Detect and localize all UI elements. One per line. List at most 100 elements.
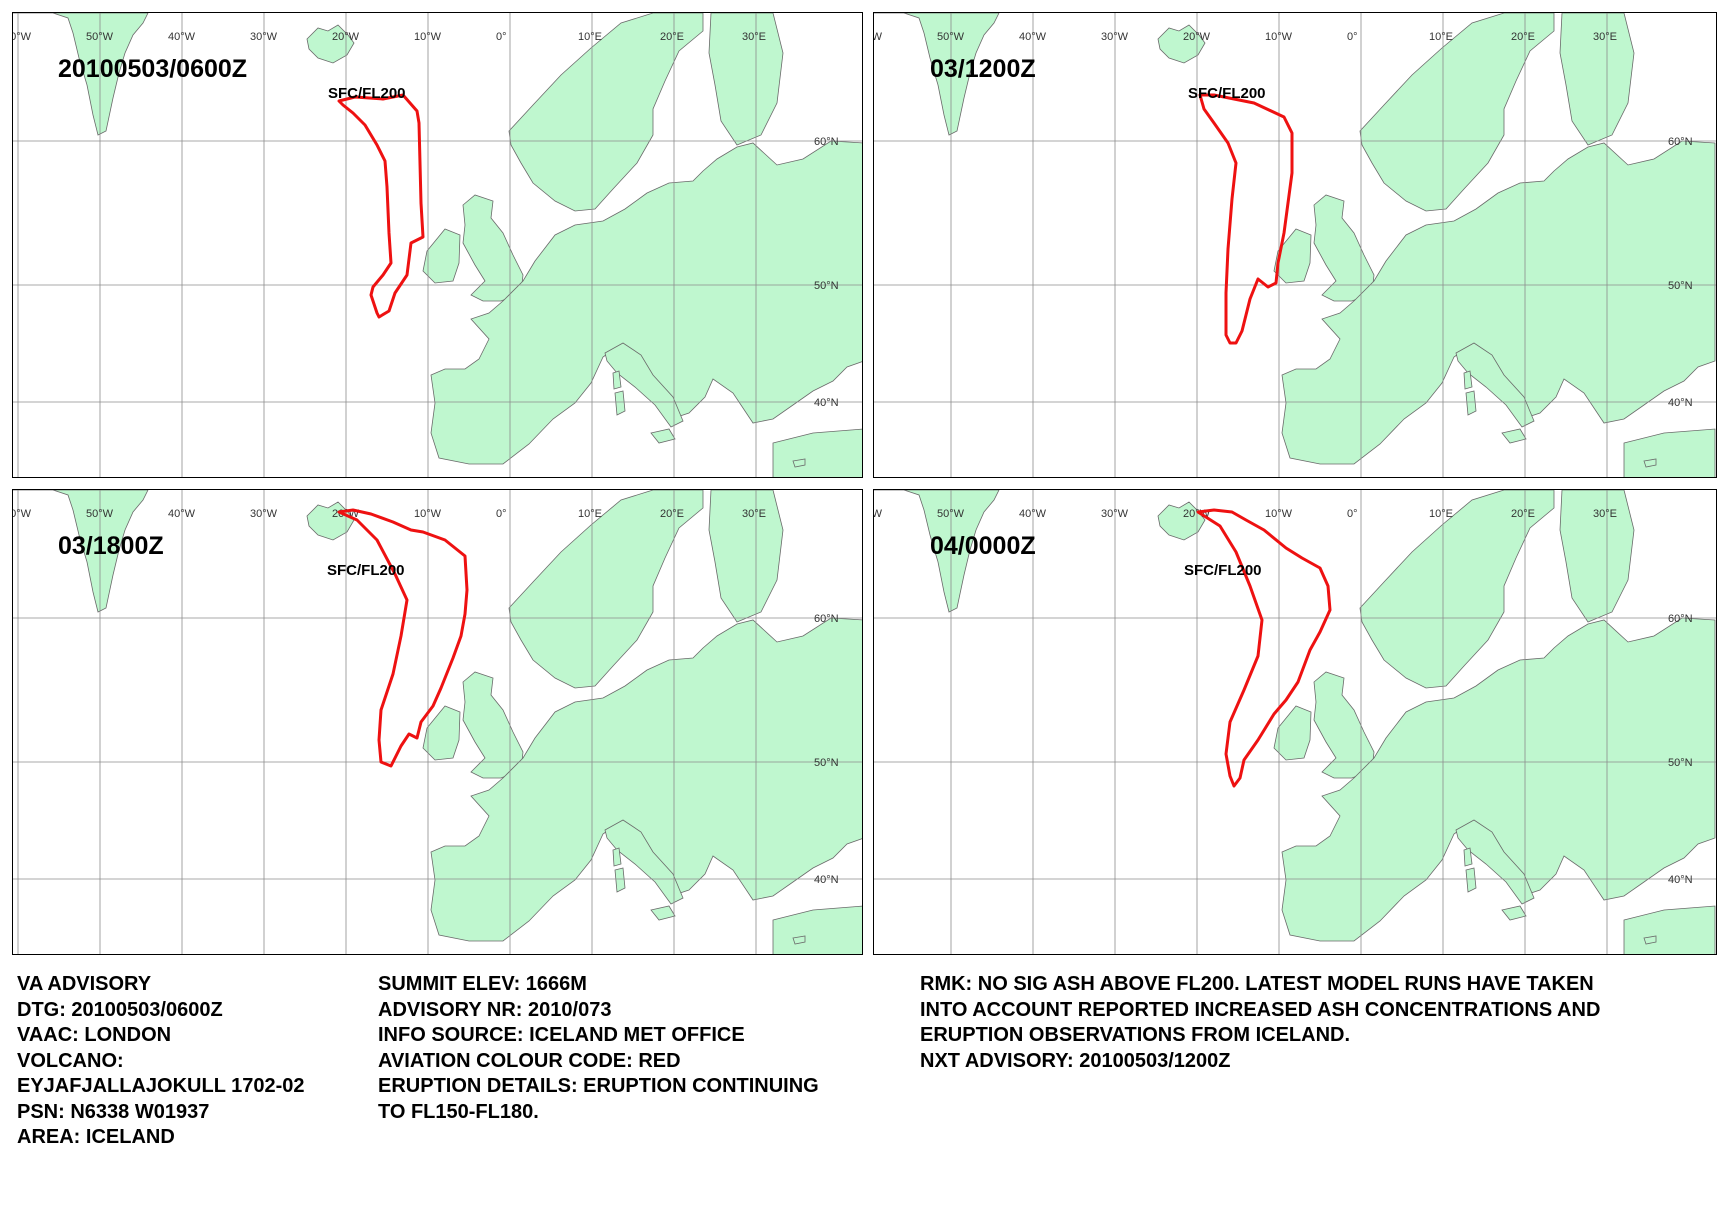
land-iceland <box>1157 501 1206 541</box>
land-scandinavia <box>508 490 704 689</box>
advisory-remark-line: ERUPTION OBSERVATIONS FROM ICELAND. <box>920 1024 1351 1046</box>
advisory-volcano-name: EYJAFJALLAJOKULL 1702-02 <box>17 1075 305 1097</box>
land-cyprusSmall <box>1643 458 1657 468</box>
advisory-info-source: INFO SOURCE: ICELAND MET OFFICE <box>378 1024 745 1046</box>
longitude-label: 30°W <box>250 508 278 520</box>
longitude-label: 10°W <box>414 508 442 520</box>
graticule: 60°W 50°W 40°W 30°W 20°W 10°W 0° 10°E 20°E 30°E 60… <box>874 13 1716 477</box>
map-canvas: 60°W50°W40°W30°W20°W10°W0°10°E20°E30°E60… <box>874 13 1716 477</box>
panel-title: 03/1200Z <box>930 55 1036 83</box>
flight-level-label: SFC/FL200 <box>328 85 406 102</box>
ash-cloud <box>1198 93 1294 345</box>
longitude-label: 10°W <box>414 31 442 43</box>
advisory-eruption-details-cont: TO FL150-FL180. <box>378 1100 539 1123</box>
land-continent <box>1281 617 1716 942</box>
land-greenland <box>13 490 149 613</box>
graticule: 60°W 50°W 40°W 30°W 20°W 10°W 0° 10°E 20°E 30°E 60… <box>13 13 862 477</box>
longitude-label: 0° <box>1347 31 1358 43</box>
longitude-label: 30°E <box>742 31 766 43</box>
longitude-label: 40°W <box>1019 31 1047 43</box>
longitude-label: 10°E <box>1429 31 1453 43</box>
longitude-label: 10°E <box>578 31 602 43</box>
longitude-label: 40°W <box>168 31 196 43</box>
land-turkey <box>1623 428 1716 477</box>
land-finland <box>1559 13 1635 146</box>
land-continent <box>1281 140 1716 465</box>
longitude-label: 20°E <box>660 31 684 43</box>
land-sardinia <box>1465 390 1477 416</box>
map-canvas: 60°W50°W40°W30°W20°W10°W0°10°E20°E30°E60… <box>13 13 862 477</box>
longitude-label: 30°W <box>1101 508 1129 520</box>
latitude-label: 60°N <box>814 136 839 148</box>
ash-cloud-outline <box>1198 93 1294 345</box>
land-corsica <box>1463 847 1473 867</box>
land-scandinavia <box>1359 490 1555 689</box>
ash-cloud-outline <box>1196 508 1332 788</box>
longitude-label: 0° <box>496 31 507 43</box>
advisory-vaac: VAAC: LONDON <box>17 1024 172 1046</box>
latitude-label: 50°N <box>1668 757 1693 769</box>
latitude-label: 40°N <box>814 874 839 886</box>
land-sardinia <box>1465 867 1477 893</box>
longitude-label: 20°E <box>1511 31 1535 43</box>
land-sicily <box>650 428 676 444</box>
land-scandinavia <box>508 13 704 212</box>
panel-title: 04/0000Z <box>930 532 1036 560</box>
longitude-label: 30°E <box>1593 31 1617 43</box>
land-italy <box>1455 342 1535 428</box>
land-corsica <box>1463 370 1473 390</box>
land-iceland <box>1157 24 1206 64</box>
latitude-label: 40°N <box>1668 874 1693 886</box>
longitude-label: 60°W <box>13 31 32 43</box>
land-finland <box>708 13 784 146</box>
latitude-label: 60°N <box>1668 136 1693 148</box>
panel-title: 03/1800Z <box>58 532 164 560</box>
latitude-label: 50°N <box>1668 280 1693 292</box>
longitude-label: 60°W <box>874 31 883 43</box>
land-italy <box>604 342 684 428</box>
advisory-area: AREA: ICELAND <box>17 1126 175 1148</box>
land-masses <box>13 13 862 477</box>
ash-cloud <box>337 508 469 768</box>
land-greenland <box>874 490 1000 613</box>
longitude-label: 40°W <box>168 508 196 520</box>
longitude-label: 0° <box>1347 508 1358 520</box>
land-corsica <box>612 370 622 390</box>
land-iceland <box>306 24 355 64</box>
longitude-label: 60°W <box>13 508 32 520</box>
map-canvas: 60°W50°W40°W30°W20°W10°W0°10°E20°E30°E60… <box>874 490 1716 954</box>
longitude-label: 10°E <box>1429 508 1453 520</box>
land-continent <box>430 617 862 942</box>
advisory-colour-code: AVIATION COLOUR CODE: RED <box>378 1049 681 1072</box>
longitude-label: 20°W <box>332 31 360 43</box>
land-masses <box>13 490 862 954</box>
longitude-label: 40°W <box>1019 508 1047 520</box>
advisory-remark-line: RMK: NO SIG ASH ABOVE FL200. LATEST MODE… <box>920 973 1594 995</box>
latitude-label: 60°N <box>814 613 839 625</box>
latitude-label: 50°N <box>814 280 839 292</box>
latitude-label: 40°N <box>814 397 839 409</box>
longitude-label: 50°W <box>937 508 965 520</box>
map-canvas: 60°W50°W40°W30°W20°W10°W0°10°E20°E30°E60… <box>13 490 862 954</box>
land-sardinia <box>614 390 626 416</box>
advisory-remark-line: INTO ACCOUNT REPORTED INCREASED ASH CONC… <box>920 998 1601 1021</box>
land-cyprusSmall <box>1643 935 1657 945</box>
longitude-label: 30°W <box>1101 31 1129 43</box>
land-turkey <box>772 428 862 477</box>
flight-level-label: SFC/FL200 <box>327 562 405 579</box>
longitude-label: 10°E <box>578 508 602 520</box>
longitude-label: 20°W <box>1183 31 1211 43</box>
advisory-eruption-details: ERUPTION DETAILS: ERUPTION CONTINUING <box>378 1075 819 1097</box>
land-ireland <box>422 228 461 284</box>
advisory-position: PSN: N6338 W01937 <box>17 1100 210 1123</box>
advisory-summit-elev: SUMMIT ELEV: 1666M <box>378 973 587 995</box>
land-italy <box>604 819 684 905</box>
advisory-type: VA ADVISORY <box>17 973 152 995</box>
land-sicily <box>1501 905 1527 921</box>
land-greenland <box>13 13 149 136</box>
flight-level-label: SFC/FL200 <box>1184 562 1262 579</box>
longitude-label: 30°E <box>742 508 766 520</box>
land-turkey <box>772 905 862 954</box>
longitude-label: 20°E <box>660 508 684 520</box>
longitude-label: 20°E <box>1511 508 1535 520</box>
